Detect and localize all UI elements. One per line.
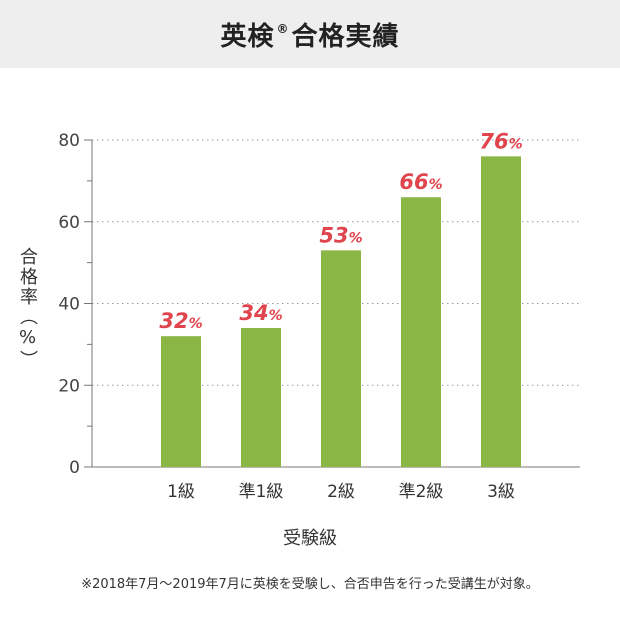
x-category-label: 3級 (487, 482, 515, 502)
y-tick-label: 80 (58, 131, 80, 151)
x-category-label: 2級 (327, 482, 355, 502)
y-tick-label: 0 (69, 458, 80, 478)
bar (321, 250, 361, 467)
chart-title: 英検 ®合格実績 (220, 16, 399, 53)
footnote: ※2018年7月～2019年7月に英検を受験し、合否申告を行った受講生が対象。 (81, 577, 539, 592)
bar-chart: 0 20 40 60 80 32% 1級 34% 準1級 53% 2級 66% 準2級 76% 3級 (58, 129, 580, 502)
x-category-label: 1級 (167, 482, 195, 502)
data-label: 53% (319, 223, 362, 247)
y-tick-label: 60 (58, 213, 80, 233)
data-label: 76% (479, 129, 522, 153)
data-label: 66% (399, 170, 442, 194)
x-axis-label: 受験級 (283, 528, 337, 549)
y-axis-label: 合格率（%） (17, 247, 38, 370)
data-label: 32% (159, 309, 202, 333)
bar (481, 156, 521, 467)
registered-mark: ® (276, 21, 290, 36)
y-tick-label: 20 (58, 376, 80, 396)
y-tick-label: 40 (58, 295, 80, 315)
x-category-label: 準1級 (239, 482, 284, 502)
title-main: 英検 (220, 21, 275, 52)
bar (161, 336, 201, 467)
title-bar: 英検 ®合格実績 (0, 0, 620, 68)
bar (241, 328, 281, 467)
data-label: 34% (239, 301, 282, 325)
bar (401, 197, 441, 467)
title-rest: 合格実績 (291, 21, 400, 52)
x-category-label: 準2級 (399, 482, 444, 502)
